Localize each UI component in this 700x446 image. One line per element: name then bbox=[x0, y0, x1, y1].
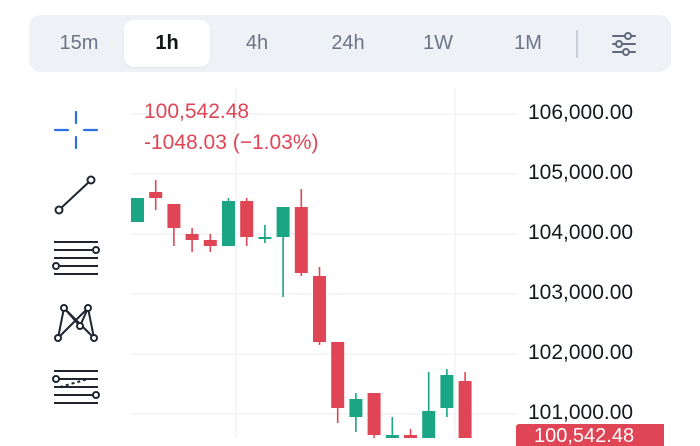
sliders-icon bbox=[612, 32, 636, 56]
tab-4h[interactable]: 4h bbox=[245, 32, 269, 54]
pattern-icon bbox=[54, 304, 98, 342]
y-axis-tick-label: 103,000.00 bbox=[528, 281, 634, 304]
candle-body bbox=[367, 393, 381, 435]
tab-15m[interactable]: 15m bbox=[59, 32, 99, 54]
crosshair-icon bbox=[53, 110, 99, 150]
candle-body bbox=[258, 237, 272, 239]
candle-body bbox=[185, 234, 199, 240]
current-price-tag: 100,542.48 bbox=[516, 424, 664, 446]
parallel-lines-icon bbox=[52, 241, 100, 275]
parallel-lines-tool[interactable] bbox=[50, 237, 102, 283]
candle-body bbox=[294, 207, 308, 273]
candle-body bbox=[222, 201, 235, 246]
candle-body bbox=[149, 192, 163, 198]
crosshair-tool[interactable] bbox=[50, 108, 102, 154]
candle-body bbox=[131, 198, 144, 222]
timeframe-bar: 15m 1h 4h 24h 1W 1M bbox=[29, 15, 671, 72]
tab-1m[interactable]: 1M bbox=[514, 32, 542, 54]
candle-body bbox=[240, 201, 254, 237]
candle-body bbox=[167, 204, 181, 228]
candle-body bbox=[422, 411, 436, 438]
current-price-readout: 100,542.48 bbox=[144, 100, 250, 123]
y-axis-tick-label: 101,000.00 bbox=[528, 401, 634, 424]
price-change-readout: -1048.03 (−1.03%) bbox=[144, 131, 319, 154]
fib-retracement-icon bbox=[52, 370, 100, 404]
tab-1w[interactable]: 1W bbox=[423, 32, 453, 54]
fib-retracement-tool[interactable] bbox=[50, 366, 102, 412]
tab-1h[interactable]: 1h bbox=[124, 20, 210, 67]
pattern-tool[interactable] bbox=[50, 300, 102, 346]
candle-body bbox=[276, 207, 290, 237]
candle-body bbox=[313, 276, 326, 342]
candle-body bbox=[331, 342, 345, 408]
candle-body bbox=[458, 381, 472, 438]
toolbar-divider bbox=[576, 30, 578, 58]
trend-line-tool[interactable] bbox=[50, 172, 102, 218]
candle-body bbox=[349, 399, 363, 417]
trend-line-icon bbox=[54, 175, 96, 215]
y-axis-tick-label: 104,000.00 bbox=[528, 221, 634, 244]
chart-settings-button[interactable] bbox=[609, 31, 639, 57]
tab-24h[interactable]: 24h bbox=[331, 32, 365, 54]
y-axis-tick-label: 106,000.00 bbox=[528, 101, 634, 124]
y-axis-tick-label: 105,000.00 bbox=[528, 161, 634, 184]
candle-body bbox=[440, 375, 454, 408]
y-axis-tick-label: 102,000.00 bbox=[528, 341, 634, 364]
candle-body bbox=[203, 240, 217, 246]
